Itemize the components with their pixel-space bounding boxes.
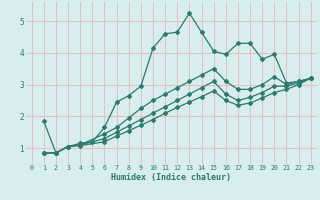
- X-axis label: Humidex (Indice chaleur): Humidex (Indice chaleur): [111, 173, 231, 182]
